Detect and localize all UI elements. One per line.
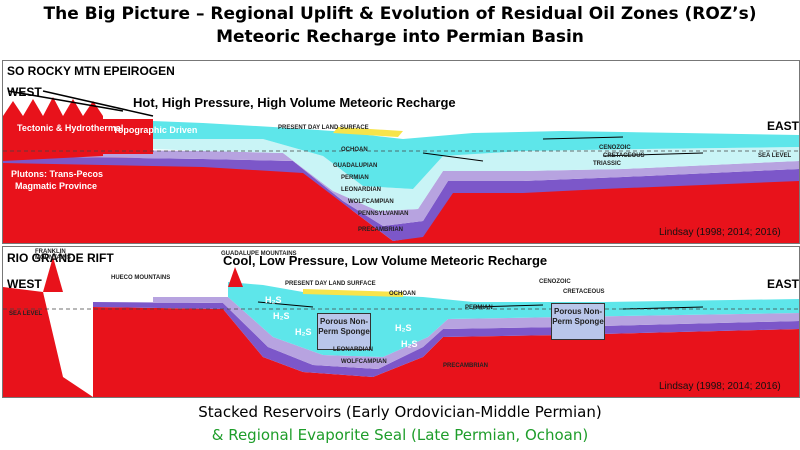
p1-ochoan: OCHOAN — [341, 147, 368, 153]
h2s-label: H₂S — [295, 327, 312, 337]
h2s-label: H₂S — [265, 295, 282, 305]
sponge-box-2: Porous Non-Perm Sponge — [551, 303, 605, 340]
flow-arrow — [257, 301, 314, 308]
plutons-label-2: Magmatic Province — [15, 181, 98, 191]
lower-strata — [93, 302, 799, 377]
p2-sea-level: SEA LEVEL — [9, 311, 43, 317]
p2-wolfcampian: WOLFCAMPIAN — [341, 359, 387, 365]
sponge-box-1: Porous Non-Perm Sponge — [317, 313, 371, 350]
p1-triassic: TRIASSIC — [593, 161, 622, 167]
pecos-block — [103, 119, 153, 154]
cross-section-2 — [3, 257, 799, 397]
title-line-2: Meteoric Recharge into Permian Basin — [216, 27, 584, 47]
franklin-label: FRANKLIN MOUNTAINS — [35, 249, 71, 261]
p1-present-day: PRESENT DAY LAND SURFACE — [278, 125, 369, 131]
p1-leonardian: LEONARDIAN — [341, 187, 381, 193]
p1-precambrian: PRECAMBRIAN — [358, 227, 403, 233]
panel2-headline: Cool, Low Pressure, Low Volume Meteoric … — [223, 253, 548, 268]
panel2-citation: Lindsay (1998; 2014; 2016) — [659, 381, 781, 392]
panel1-east: EAST — [767, 119, 800, 133]
panel1-headline: Hot, High Pressure, High Volume Meteoric… — [133, 95, 456, 110]
western-uplift — [3, 97, 103, 161]
guadalupe-label: GUADALUPE MOUNTAINS — [221, 251, 297, 257]
panel1-west: WEST — [7, 85, 42, 99]
permian-cyan-layer — [153, 121, 799, 189]
p2-present-day: PRESENT DAY LAND SURFACE — [285, 281, 376, 287]
panel-rocky-mtn: SO ROCKY MTN EPEIROGEN WEST EAST Hot, Hi… — [2, 60, 800, 244]
panel2-west: WEST — [7, 277, 42, 291]
plutons-label-1: Plutons: Trans-Pecos — [11, 169, 104, 179]
precambrian-basement — [3, 156, 799, 243]
h2s-label: H₂S — [273, 311, 290, 321]
flow-arrow — [542, 136, 624, 140]
h2s-label: H₂S — [395, 323, 412, 333]
cross-section-1 — [3, 90, 799, 243]
panel2-east: EAST — [767, 277, 800, 291]
panel1-citation: Lindsay (1998; 2014; 2016) — [659, 227, 781, 238]
panel1-header: SO ROCKY MTN EPEIROGEN — [7, 64, 175, 78]
bottom-line-2: & Regional Evaporite Seal (Late Permian,… — [211, 426, 589, 444]
h2s-label: H₂S — [401, 339, 418, 349]
p1-cenozoic: CENOZOIC — [599, 145, 631, 151]
basin-fill-pale — [153, 139, 799, 211]
p1-wolfcampian: WOLFCAMPIAN — [348, 199, 394, 205]
flow-arrow — [602, 152, 704, 157]
tectonic-label: Tectonic & Hydrothermal — [17, 123, 124, 133]
p2-cenozoic: CENOZOIC — [539, 279, 571, 285]
mountain-block — [43, 257, 63, 292]
mountain-block — [228, 267, 243, 287]
p2-cretaceous: CRETACEOUS — [563, 289, 605, 295]
p1-guadalupian: GUADALUPIAN — [333, 163, 378, 169]
panel2-header: RIO GRANDE RIFT — [7, 251, 114, 265]
topographic-label: Topographic Driven — [113, 125, 198, 135]
lower-paleozoic-strata — [3, 156, 799, 241]
p2-ochoan: OCHOAN — [389, 291, 416, 297]
ochoan-yellow — [333, 127, 403, 137]
ochoan-yellow — [303, 289, 403, 297]
p2-leonardian: LEONARDIAN — [333, 347, 373, 353]
bottom-line-1: Stacked Reservoirs (Early Ordovician-Mid… — [198, 403, 602, 421]
p1-permian: PERMIAN — [341, 175, 369, 181]
recharge-arrow — [42, 90, 154, 117]
p1-sea-level: SEA LEVEL — [758, 153, 792, 159]
precambrian-basement — [93, 307, 799, 397]
hueco-label: HUECO MOUNTAINS — [111, 275, 171, 281]
recharge-arrow — [7, 90, 124, 112]
p1-pennsylvanian: PENNSYLVANIAN — [358, 211, 409, 217]
precambrian-basement — [3, 292, 93, 397]
p2-permian: PERMIAN — [465, 305, 493, 311]
p1-cretaceous: CRETACEOUS — [603, 153, 645, 159]
flow-arrow — [472, 304, 544, 308]
panel-rio-grande: RIO GRANDE RIFT WEST EAST Cool, Low Pres… — [2, 246, 800, 398]
title-line-1: The Big Picture – Regional Uplift & Evol… — [43, 4, 757, 24]
flow-arrow — [422, 152, 484, 162]
p2-precambrian: PRECAMBRIAN — [443, 363, 488, 369]
